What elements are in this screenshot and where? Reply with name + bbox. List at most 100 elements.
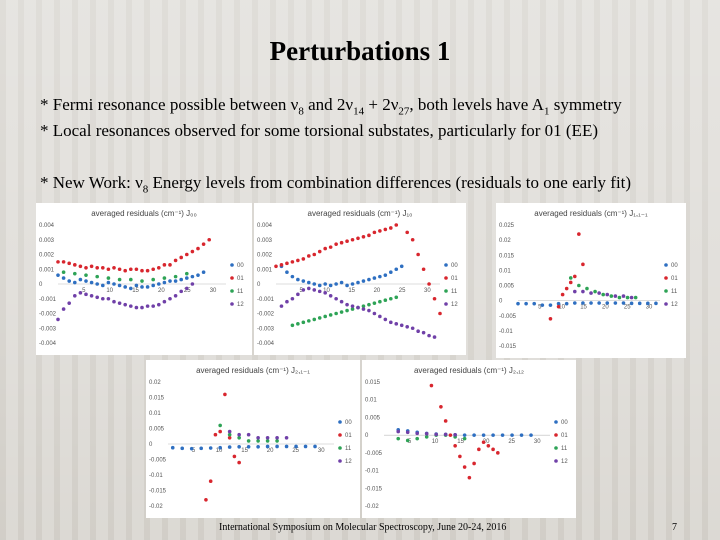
data-point-12 — [378, 314, 382, 319]
data-point-01 — [140, 268, 144, 273]
data-point-00 — [237, 444, 241, 449]
data-point-00 — [227, 445, 232, 449]
bullet-local: * Local resonances observed for some tor… — [40, 121, 598, 140]
data-point-11 — [275, 439, 279, 443]
x-tick-label: 25 — [624, 305, 631, 311]
y-tick-label: -0.005 — [499, 314, 517, 320]
data-point-00 — [173, 279, 178, 283]
data-point-12 — [396, 429, 401, 434]
data-point-00 — [101, 283, 105, 288]
data-point-12 — [157, 302, 161, 307]
data-point-01 — [564, 286, 569, 291]
x-tick-label: 30 — [424, 288, 431, 294]
y-tick-label: -0.02 — [149, 504, 163, 510]
data-point-00 — [581, 301, 585, 305]
y-tick-label: -0.004 — [257, 341, 275, 347]
y-tick-label: 0.005 — [499, 284, 515, 290]
data-point-01 — [394, 223, 399, 227]
data-point-12 — [383, 317, 388, 322]
data-point-12 — [123, 302, 127, 307]
data-point-12 — [145, 304, 150, 308]
data-point-11 — [296, 322, 300, 326]
data-point-00 — [208, 446, 213, 450]
data-point-00 — [265, 444, 270, 449]
data-point-00 — [78, 277, 83, 282]
data-point-12 — [356, 305, 360, 310]
y-tick-label: 0.003 — [257, 238, 273, 244]
data-point-01 — [372, 230, 377, 235]
y-tick-label: -0.002 — [39, 312, 57, 318]
x-tick-label: 25 — [292, 448, 299, 454]
data-point-00 — [179, 277, 183, 282]
data-point-12 — [61, 307, 66, 311]
legend-marker — [338, 433, 342, 437]
y-tick-label: 0.015 — [149, 396, 165, 402]
data-point-01 — [432, 296, 437, 301]
chart-title: averaged residuals (cm⁻¹) J₂,₁₂ — [414, 366, 524, 375]
residuals-chart-2: averaged residuals (cm⁻¹) J₁₀ 0.004 0.003 0… — [257, 209, 458, 347]
data-point-12 — [101, 296, 105, 301]
y-tick-label: 0.001 — [39, 267, 55, 273]
y-tick-label: -0.003 — [39, 326, 57, 332]
y-tick-label: 0.02 — [149, 380, 161, 386]
data-point-12 — [372, 311, 377, 316]
x-tick-label: 5 — [538, 305, 542, 311]
data-point-12 — [389, 320, 393, 325]
data-point-00 — [394, 267, 399, 272]
data-point-12 — [434, 432, 438, 437]
data-point-11 — [95, 274, 99, 279]
data-point-12 — [410, 326, 415, 331]
data-point-00 — [532, 301, 537, 306]
y-tick-label: 0.015 — [365, 380, 381, 386]
data-point-12 — [279, 304, 284, 308]
data-point-01 — [462, 465, 467, 469]
y-tick-label: -0.004 — [39, 341, 57, 347]
x-tick-label: 5 — [300, 288, 304, 294]
data-point-12 — [185, 286, 189, 291]
data-point-00 — [256, 444, 260, 449]
data-point-11 — [256, 439, 260, 443]
data-point-00 — [170, 445, 175, 450]
x-tick-label: 15 — [132, 288, 139, 294]
chart-panel-5: averaged residuals (cm⁻¹) J₂,₁₂ 0.015 0.01… — [362, 360, 576, 518]
data-point-01 — [106, 267, 111, 272]
data-point-01 — [232, 454, 237, 459]
legend-marker — [338, 420, 342, 424]
legend-marker — [444, 302, 448, 306]
data-point-00 — [356, 280, 360, 285]
data-point-00 — [180, 446, 185, 451]
data-point-12 — [328, 294, 333, 298]
y-tick-label: 0.005 — [149, 427, 165, 433]
data-point-01 — [481, 440, 486, 445]
data-point-00 — [284, 444, 289, 449]
data-point-01 — [573, 274, 577, 279]
y-tick-label: 0 — [257, 282, 261, 288]
data-point-00 — [399, 264, 404, 269]
legend-label: 01 — [451, 276, 458, 282]
data-point-11 — [367, 302, 371, 307]
data-point-01 — [129, 267, 133, 272]
data-point-12 — [367, 308, 371, 313]
data-point-01 — [73, 263, 77, 267]
data-point-12 — [589, 291, 593, 295]
y-tick-label: 0.005 — [365, 415, 381, 421]
legend-marker — [554, 420, 558, 424]
data-point-00 — [334, 282, 338, 286]
data-point-11 — [129, 277, 133, 282]
data-point-00 — [61, 276, 66, 280]
data-point-11 — [394, 295, 399, 300]
data-point-00 — [84, 279, 88, 283]
data-point-11 — [625, 295, 630, 300]
data-point-12 — [275, 436, 279, 440]
x-tick-label: 30 — [318, 448, 325, 454]
data-point-11 — [328, 313, 333, 317]
data-point-01 — [448, 433, 453, 437]
data-point-12 — [421, 330, 426, 335]
legend-marker — [444, 263, 448, 267]
data-point-12 — [56, 317, 60, 322]
data-point-00 — [67, 279, 71, 283]
data-point-12 — [284, 436, 289, 440]
data-point-00 — [519, 433, 524, 437]
data-point-12 — [405, 324, 409, 329]
data-point-00 — [294, 444, 298, 449]
